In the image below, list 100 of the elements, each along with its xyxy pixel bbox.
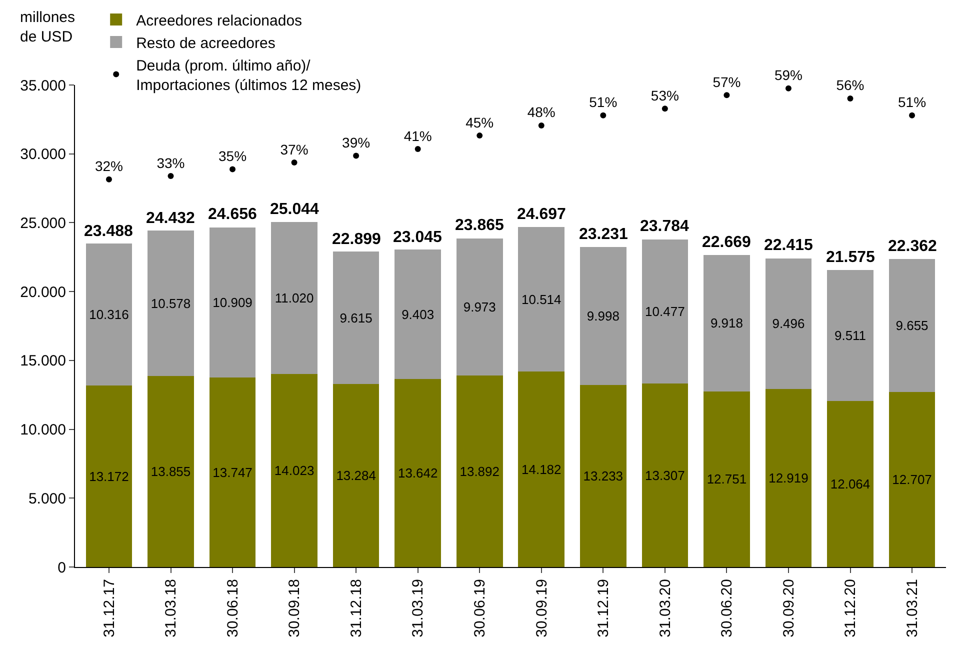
data-label: 59% [774,67,802,84]
data-label: 13.747 [212,464,252,480]
bar [456,376,503,567]
total-label: 21.575 [826,249,876,266]
data-label: 14.023 [274,462,314,478]
bar [704,254,750,392]
point [414,146,421,152]
y-tick-label: 10.000 [20,422,66,439]
x-tick-label: 31.12.20 [842,579,860,638]
y-tick-label: 20.000 [20,284,66,301]
data-label: 37% [280,141,308,158]
bar [827,400,874,567]
bar [86,386,132,567]
bar [394,250,442,380]
bar [827,270,874,401]
data-label: 9.496 [772,316,805,332]
legend-label: Deuda (prom. último año)/ Importaciones (últimos 12 meses) [136,57,362,94]
data-label: 9.655 [896,318,928,334]
bar [148,230,194,376]
data-label: 9.973 [463,300,496,315]
data-label: 48% [527,104,556,120]
x-tick-label: 30.09.20 [780,579,798,638]
bar [332,384,380,567]
y-tick-label: 30.000 [20,146,66,164]
total-label: 25.044 [270,201,320,218]
bar [642,239,688,384]
data-label: 13.172 [89,468,129,484]
data-label: 14.182 [522,462,562,477]
data-label: 9.511 [834,328,866,343]
data-label: 13.284 [336,468,376,484]
bar [642,384,688,567]
point [106,176,112,182]
data-label: 10.514 [522,292,562,307]
point [168,173,174,180]
x-tick-label: 31.12.19 [595,579,612,638]
bar [86,244,132,386]
legend-label: Acreedores relacionados [136,12,302,30]
x-tick-label: 31.03.19 [410,579,427,638]
bar [888,392,936,567]
data-label: 53% [650,87,679,104]
data-label: 9.998 [586,308,620,324]
bar [888,259,936,392]
x-tick-label: 31.12.18 [348,579,365,638]
bar [580,247,626,385]
point [847,95,854,102]
bar [518,372,565,567]
bar [209,378,256,567]
data-label: 51% [898,94,926,110]
y-axis-title: millones de USD [20,9,76,46]
point [230,166,236,172]
bar [704,391,750,567]
data-label: 35% [218,148,247,164]
x-tick-label: 31.03.20 [656,579,674,638]
bar [148,376,194,567]
total-label: 23.784 [640,218,690,235]
bar [765,258,812,390]
total-label: 22.362 [888,238,938,255]
bar [209,227,256,378]
data-label: 41% [404,128,432,144]
data-label: 13.855 [150,464,191,480]
total-label: 23.488 [84,223,134,240]
point [724,92,730,98]
bar [332,252,380,384]
data-label: 10.316 [89,307,129,322]
x-tick-label: 30.09.19 [533,579,550,638]
x-tick-label: 30.06.18 [224,579,242,638]
bar [394,379,442,567]
bar [580,384,626,567]
bar [456,238,503,376]
total-label: 24.656 [208,206,258,223]
data-label: 12.751 [706,472,747,487]
y-tick-label: 0 [58,559,66,576]
data-label: 9.918 [710,316,743,331]
bar [271,222,318,374]
total-label: 23.231 [579,226,628,243]
x-tick-label: 30.06.20 [718,579,736,638]
data-label: 10.909 [212,295,252,310]
data-label: 45% [466,114,494,130]
point [785,85,792,92]
bar [271,374,318,567]
total-label: 24.697 [517,206,566,223]
data-label: 10.578 [150,296,191,311]
total-label: 22.415 [764,237,814,254]
data-label: 9.615 [340,310,372,326]
y-tick-label: 15.000 [20,352,66,370]
point [662,106,668,112]
bar [765,389,812,567]
data-label: 12.707 [892,472,932,488]
total-label: 24.432 [146,210,196,227]
y-tick-label: 25.000 [20,214,66,232]
point [909,112,916,118]
data-label: 13.307 [645,468,685,483]
x-tick-label: 31.03.18 [162,579,180,638]
data-label: 12.919 [768,470,808,486]
data-label: 57% [712,74,741,90]
data-label: 39% [342,134,370,151]
total-label: 22.669 [702,234,752,251]
total-label: 23.045 [393,229,442,246]
data-label: 33% [156,154,185,171]
point [353,152,360,159]
